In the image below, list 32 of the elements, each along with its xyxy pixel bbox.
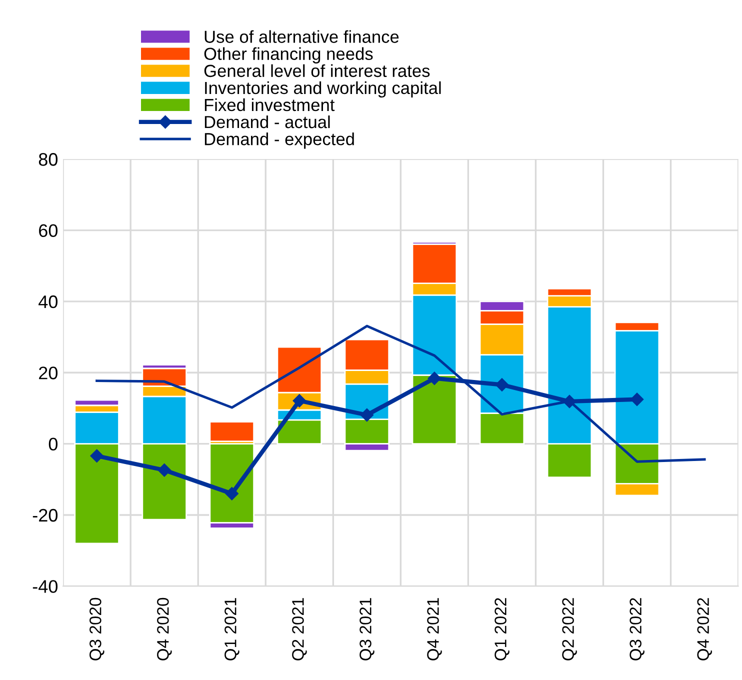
point xyxy=(360,408,374,422)
y-tick-label: -40 xyxy=(32,580,58,593)
legend-label: Inventories and working capital xyxy=(205,81,441,98)
y-tick-label: 20 xyxy=(39,366,58,380)
legend-label: Other financing needs xyxy=(204,47,373,64)
x-tick-label: Q2 2021 xyxy=(292,598,307,660)
point xyxy=(495,378,509,392)
bar xyxy=(209,421,255,442)
y-tick-label: 60 xyxy=(39,224,58,238)
legend-label: Use of alternative finance xyxy=(204,30,399,43)
point xyxy=(90,449,104,462)
point xyxy=(158,464,171,477)
point xyxy=(630,392,644,406)
x-tick-label: Q3 2021 xyxy=(360,598,374,660)
legend-label: Fixed investment xyxy=(204,98,335,112)
x-tick-label: Q4 2020 xyxy=(157,598,172,660)
x-tick-label: Q2 2022 xyxy=(562,598,577,660)
x-tick-label: Q1 2021 xyxy=(224,598,240,660)
point xyxy=(225,487,238,500)
y-tick-label: 80 xyxy=(38,153,58,166)
y-tick-label: 40 xyxy=(38,295,58,308)
x-tick-label: Q4 2021 xyxy=(427,598,442,660)
x-tick-label: Q3 2022 xyxy=(630,598,644,660)
x-tick-label: Q3 2020 xyxy=(90,598,104,660)
y-tick-label: -20 xyxy=(32,508,58,522)
x-tick-label: Q4 2022 xyxy=(697,598,712,660)
legend-label: Demand - actual xyxy=(204,115,330,128)
legend-label: General level of interest rates xyxy=(204,64,430,78)
y-tick-label: 0 xyxy=(48,438,58,451)
legend-label: Demand - expected xyxy=(204,132,354,149)
x-tick-label: Q1 2022 xyxy=(494,598,510,660)
point xyxy=(428,372,442,385)
